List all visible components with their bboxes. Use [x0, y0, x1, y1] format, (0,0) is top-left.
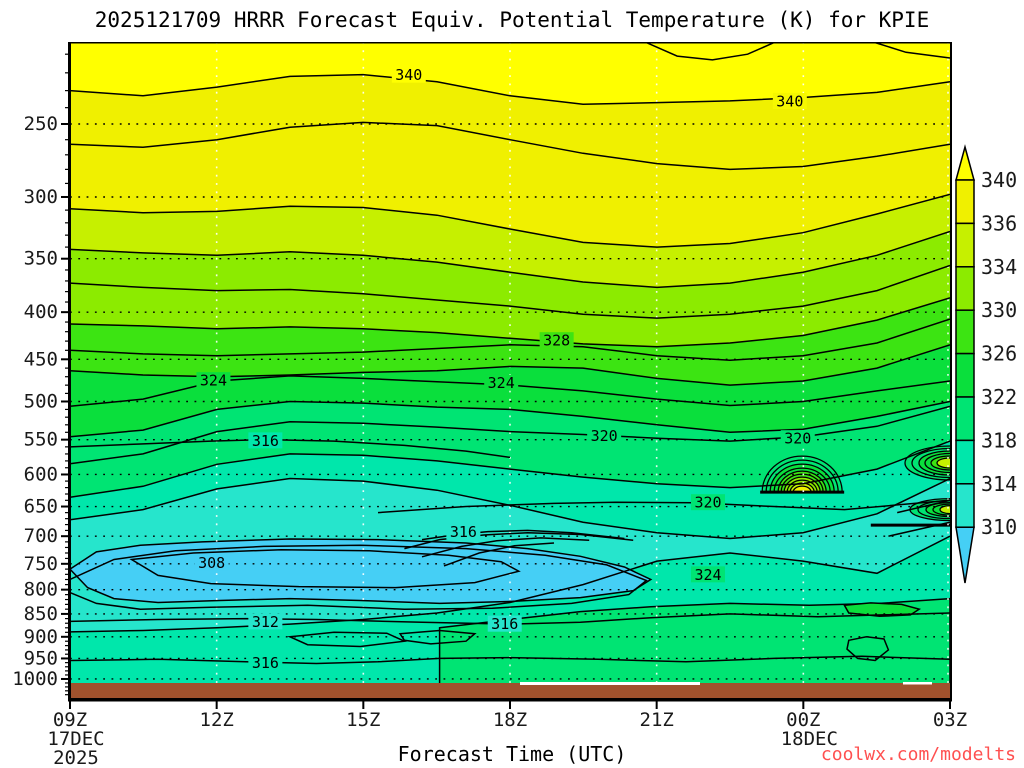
colorbar-label-310: 310 [981, 515, 1017, 539]
contour-label-316: 316 [450, 523, 477, 541]
y-tick-label-750: 750 [24, 553, 58, 575]
contour-label-340: 340 [395, 66, 422, 84]
colorbar-label-322: 322 [981, 385, 1017, 409]
x-axis-title: Forecast Time (UTC) [397, 742, 627, 766]
x-tick-label-21Z: 21Z [640, 709, 674, 731]
contour-label-340: 340 [776, 92, 803, 110]
colorbar-label-318: 318 [981, 428, 1017, 452]
contour-label-316: 316 [491, 615, 518, 633]
y-tick-label-350: 350 [24, 248, 58, 270]
y-tick-label-800: 800 [24, 579, 58, 601]
x-tick-label-12Z: 12Z [200, 709, 234, 731]
colorbar-label-330: 330 [981, 298, 1017, 322]
y-axis-line [68, 42, 71, 700]
y-tick-label-950: 950 [24, 647, 58, 669]
y-tick-label-600: 600 [24, 463, 58, 485]
y-tick-label-500: 500 [24, 390, 58, 412]
filled-contour-bands [70, 42, 950, 700]
x-date-label: 2025 [53, 747, 99, 768]
contour-label-324: 324 [694, 566, 721, 584]
below-ground-strip [70, 683, 950, 698]
x-date-label: 18DEC [781, 728, 838, 750]
contour-label-320: 320 [694, 494, 721, 512]
contour-label-320: 320 [784, 430, 811, 448]
y-tick-label-300: 300 [24, 186, 58, 208]
x-tick-label-18Z: 18Z [493, 709, 527, 731]
y-tick-label-550: 550 [24, 429, 58, 451]
contour-label-316: 316 [252, 432, 279, 450]
x-tick-label-00Z: 00Z [786, 709, 820, 731]
x-axis-line [68, 698, 952, 702]
y-tick-label-1000: 1000 [12, 668, 58, 690]
contour-labels: 340 340 328 324 324 320 320 316 316 308 320 324 312 3… [194, 66, 815, 672]
colorbar-label-336: 336 [981, 211, 1017, 235]
y-tick-label-400: 400 [24, 301, 58, 323]
y-tick-label-450: 450 [24, 348, 58, 370]
x-tick-label-03Z: 03Z [933, 709, 967, 731]
y-tick-label-850: 850 [24, 603, 58, 625]
contour-label-320: 320 [591, 427, 618, 445]
contour-label-324: 324 [488, 374, 515, 392]
contour-label-324: 324 [200, 372, 227, 390]
y-tick-label-250: 250 [24, 113, 58, 135]
colorbar: 340 336 334 330 326 322 318 314 310 [955, 144, 1017, 584]
y-tick-label-700: 700 [24, 525, 58, 547]
colorbar-label-314: 314 [981, 472, 1017, 496]
gridlines [70, 42, 950, 700]
contour-label-328: 328 [543, 332, 570, 350]
chart-title: 2025121709 HRRR Forecast Equiv. Potentia… [94, 8, 930, 32]
y-tick-label-900: 900 [24, 626, 58, 648]
axes-and-annotations: 2503003504004505005506006507007508008509… [12, 42, 967, 768]
x-tick-label-15Z: 15Z [346, 709, 380, 731]
colorbar-label-334: 334 [981, 255, 1017, 279]
contour-label-308: 308 [198, 554, 225, 572]
y-tick-label-650: 650 [24, 496, 58, 518]
contour-label-312: 312 [252, 613, 279, 631]
colorbar-label-340: 340 [981, 168, 1017, 192]
colorbar-label-326: 326 [981, 342, 1017, 366]
contour-label-316: 316 [252, 654, 279, 672]
x-tick-label-09Z: 09Z [53, 709, 87, 731]
x-date-label: 17DEC [47, 728, 104, 750]
watermark-link[interactable]: coolwx.com/modelts [820, 744, 1016, 765]
